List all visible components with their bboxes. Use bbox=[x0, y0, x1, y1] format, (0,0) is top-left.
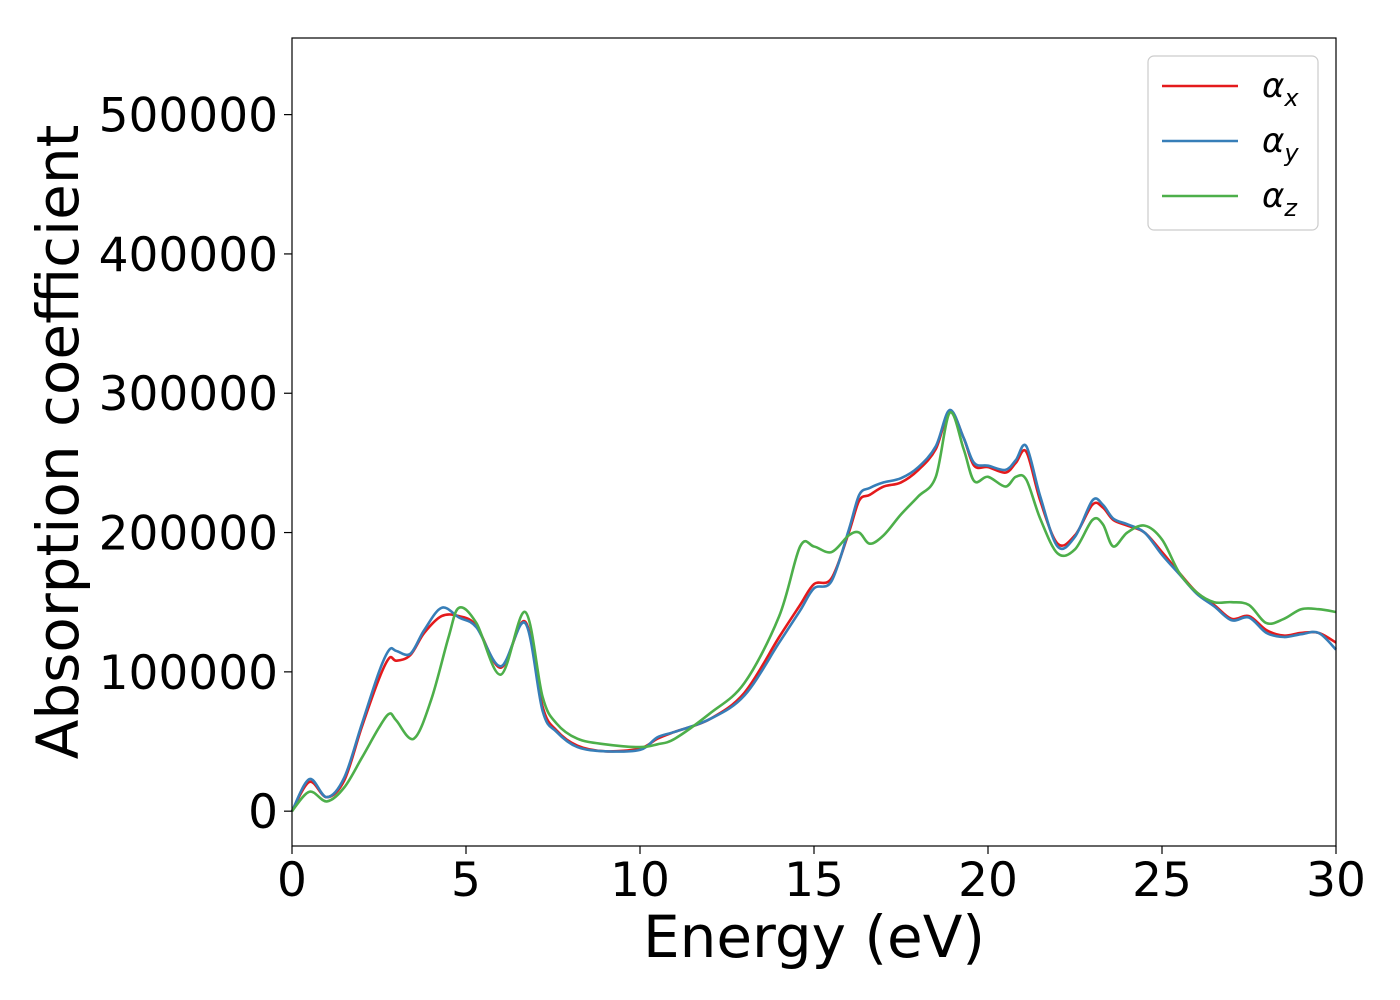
y-tick-label: 0 bbox=[248, 785, 278, 840]
y-tick-label: 100000 bbox=[99, 646, 278, 701]
y-tick-label: 200000 bbox=[99, 507, 278, 562]
x-tick-label: 30 bbox=[1306, 853, 1366, 908]
series-layer bbox=[290, 408, 1337, 813]
legend-label-y: αy bbox=[1262, 121, 1299, 167]
x-axis-title: Energy (eV) bbox=[643, 903, 985, 971]
x-tick-label: 10 bbox=[610, 853, 670, 908]
y-tick-label: 300000 bbox=[99, 367, 278, 422]
x-tick-label: 15 bbox=[784, 853, 844, 908]
y-axis-title: Absorption coefficient bbox=[24, 125, 92, 760]
legend: αx αy αz bbox=[1147, 55, 1319, 231]
series-line-x bbox=[290, 410, 1337, 812]
x-axis: 0 5 10 15 20 25 30 bbox=[277, 846, 1366, 908]
x-tick-label: 20 bbox=[958, 853, 1018, 908]
x-tick-label: 5 bbox=[451, 853, 481, 908]
x-tick-label: 0 bbox=[277, 853, 307, 908]
x-tick-label: 25 bbox=[1132, 853, 1192, 908]
legend-box bbox=[1147, 55, 1319, 231]
series-line-y bbox=[290, 408, 1337, 812]
legend-label-x: αx bbox=[1262, 66, 1299, 112]
legend-label-z: αz bbox=[1262, 176, 1298, 222]
series-line-z bbox=[290, 411, 1337, 813]
y-tick-label: 500000 bbox=[99, 89, 278, 144]
y-tick-label: 400000 bbox=[99, 228, 278, 283]
y-axis: 0 100000 200000 300000 400000 500000 bbox=[99, 89, 292, 840]
